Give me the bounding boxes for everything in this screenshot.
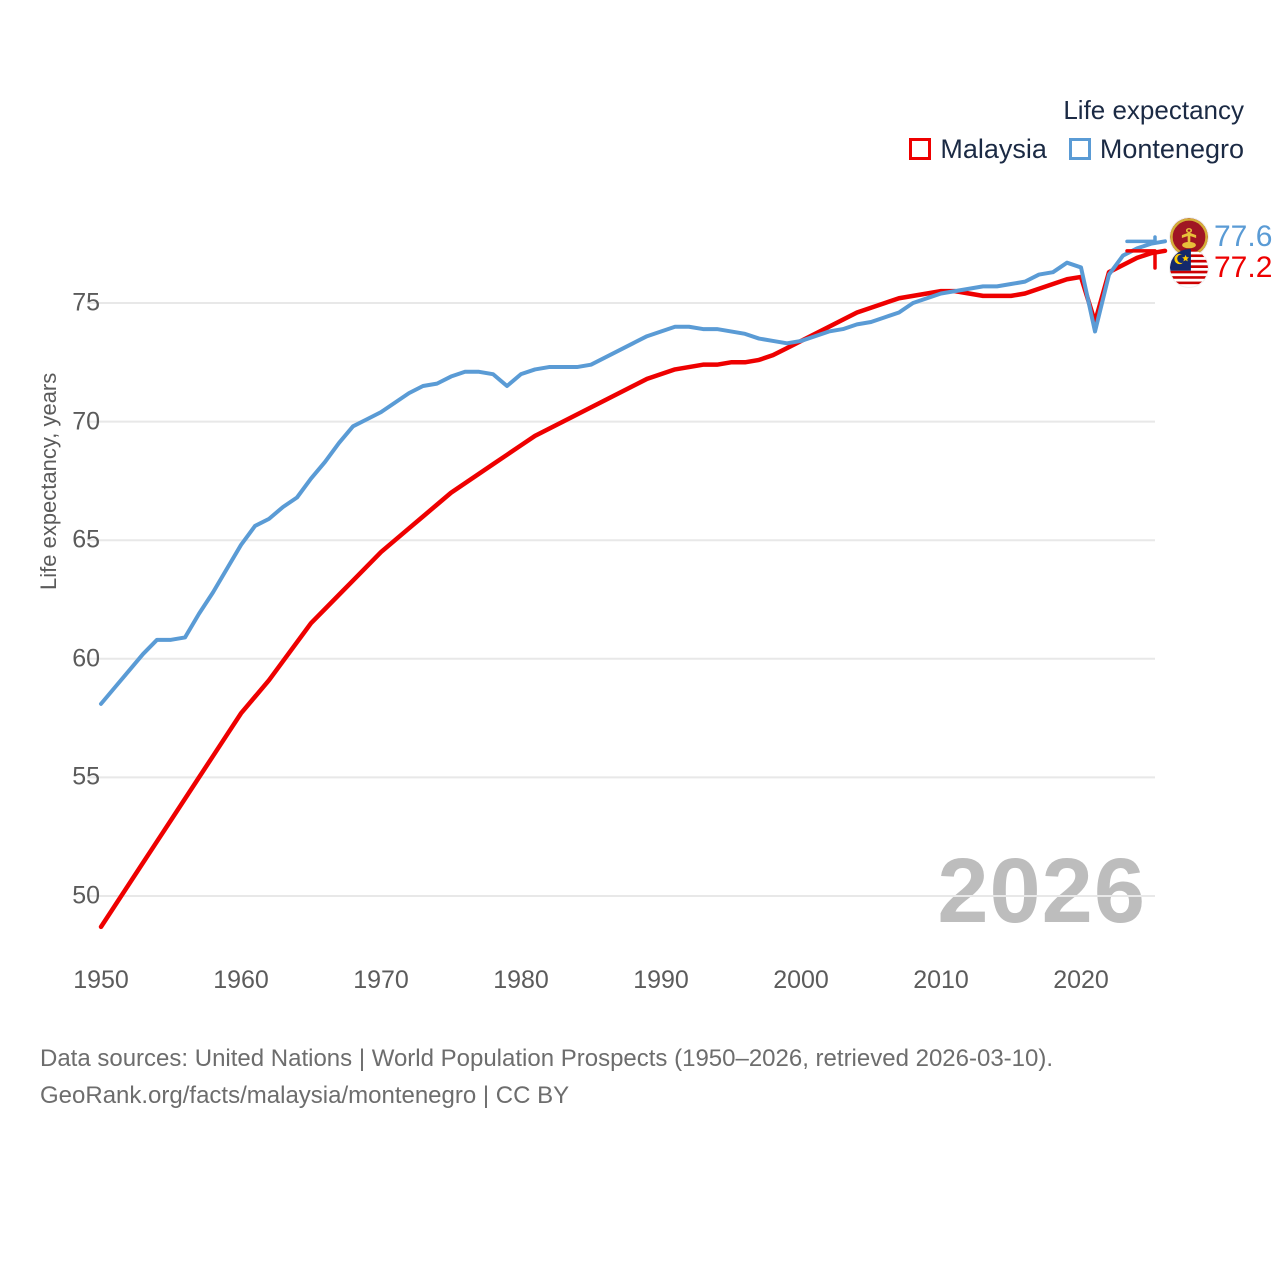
x-tick-1960: 1960 <box>213 966 269 994</box>
gridlines <box>87 302 1155 897</box>
series-line-montenegro <box>99 239 1167 706</box>
x-tick-2010: 2010 <box>913 966 969 994</box>
end-connectors <box>1125 235 1157 270</box>
chart-legend: Life expectancy Malaysia Montenegro <box>909 95 1244 165</box>
legend-title: Life expectancy <box>1063 95 1244 125</box>
malaysia-flag-icon <box>1170 249 1208 287</box>
legend-label-malaysia: Malaysia <box>940 133 1047 164</box>
legend-item-montenegro[interactable]: Montenegro <box>1068 133 1244 165</box>
footer-attribution: Data sources: United Nations | World Pop… <box>40 1040 1053 1114</box>
footer-line-1: Data sources: United Nations | World Pop… <box>40 1045 1054 1072</box>
legend-item-malaysia[interactable]: Malaysia <box>909 134 1047 165</box>
y-tick-65: 65 <box>72 525 100 554</box>
end-label-malaysia: 77.2 <box>1170 249 1272 287</box>
x-tick-2020: 2020 <box>1053 966 1109 994</box>
footer-line-2: GeoRank.org/facts/malaysia/montenegro | … <box>40 1082 570 1110</box>
x-tick-1970: 1970 <box>353 966 409 994</box>
end-label-montenegro: 77.6 <box>1170 218 1272 256</box>
x-tick-1980: 1980 <box>493 966 549 994</box>
x-tick-1950: 1950 <box>73 966 129 994</box>
legend-swatch-malaysia <box>909 138 932 161</box>
montenegro-flag-icon <box>1170 218 1208 256</box>
end-connector-montenegro <box>1125 235 1157 244</box>
y-tick-75: 75 <box>72 288 100 317</box>
y-tick-60: 60 <box>72 644 100 673</box>
legend-swatch-montenegro <box>1068 138 1091 161</box>
end-connector-malaysia <box>1125 249 1157 270</box>
series-lines <box>98 239 1168 930</box>
y-tick-55: 55 <box>72 762 100 791</box>
legend-items: Malaysia Montenegro <box>909 134 1244 165</box>
series-line-malaysia <box>98 248 1168 930</box>
y-tick-50: 50 <box>72 881 100 910</box>
end-value-malaysia: 77.2 <box>1214 251 1273 284</box>
watermark-year: 2026 <box>937 840 1146 942</box>
legend-label-montenegro: Montenegro <box>1099 133 1244 164</box>
y-tick-70: 70 <box>72 407 100 436</box>
x-tick-1990: 1990 <box>633 966 689 994</box>
x-tick-2000: 2000 <box>773 966 829 994</box>
y-axis-title: Life expectancy, years <box>36 372 61 590</box>
end-value-montenegro: 77.6 <box>1214 220 1273 253</box>
